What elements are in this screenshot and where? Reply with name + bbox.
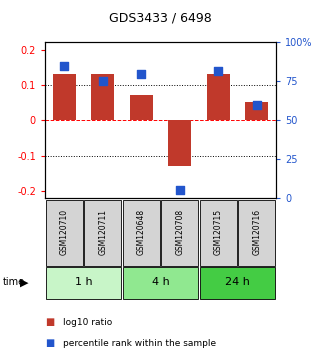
Text: log10 ratio: log10 ratio (63, 318, 112, 327)
Text: GSM120708: GSM120708 (175, 209, 184, 255)
Bar (245, 102, 268, 120)
Text: time: time (3, 277, 25, 287)
Text: 1 h: 1 h (75, 277, 92, 287)
Text: ■: ■ (45, 338, 54, 348)
Bar (130, 95, 153, 120)
Point (216, 68, 221, 73)
Text: ■: ■ (45, 317, 54, 327)
Text: GSM120715: GSM120715 (214, 209, 223, 255)
Point (139, 71, 144, 76)
Text: ▶: ▶ (20, 277, 28, 287)
Text: GSM120711: GSM120711 (98, 209, 107, 255)
Text: 4 h: 4 h (152, 277, 169, 287)
Bar (91, 74, 114, 120)
Point (100, 79, 105, 84)
Bar (168, 120, 191, 166)
Text: 24 h: 24 h (225, 277, 250, 287)
Text: GSM120716: GSM120716 (252, 209, 261, 255)
Text: GSM120710: GSM120710 (60, 209, 69, 255)
Point (177, 188, 182, 193)
Bar (53, 74, 76, 120)
Bar (207, 74, 230, 120)
Text: GSM120648: GSM120648 (137, 209, 146, 255)
Text: percentile rank within the sample: percentile rank within the sample (63, 339, 216, 348)
Text: GDS3433 / 6498: GDS3433 / 6498 (109, 12, 212, 25)
Point (254, 102, 259, 108)
Point (62, 63, 67, 69)
